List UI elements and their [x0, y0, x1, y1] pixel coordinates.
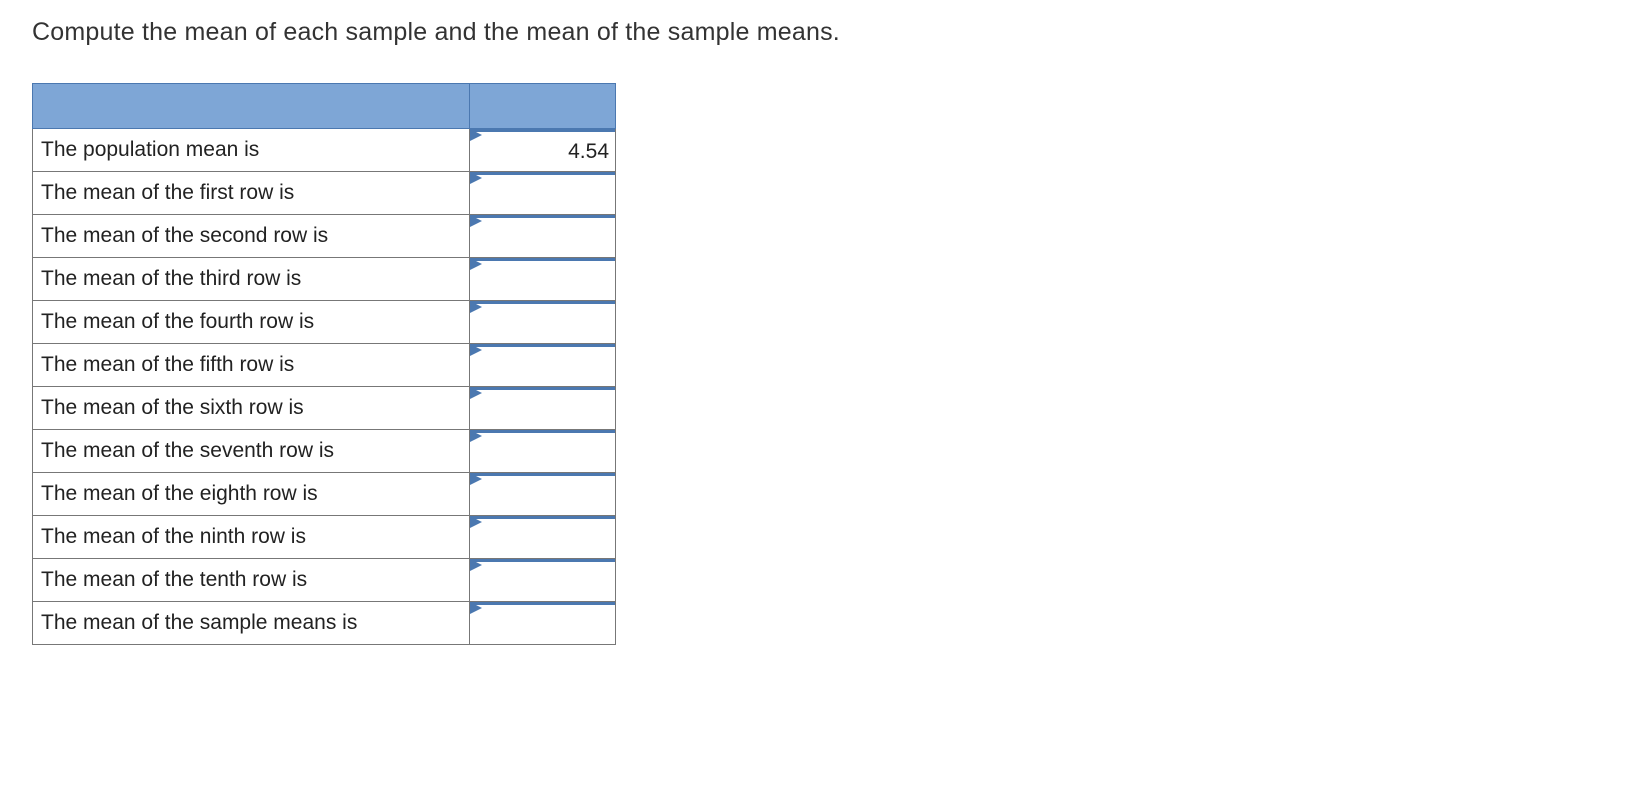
value-input-wrap [470, 602, 615, 644]
table-row: The mean of the fifth row is [33, 344, 616, 387]
row-label: The mean of the eighth row is [33, 473, 470, 516]
row-label: The mean of the first row is [33, 172, 470, 215]
marker-icon [470, 559, 482, 571]
value-input-wrap [470, 215, 615, 257]
row-value-cell[interactable] [470, 258, 616, 301]
row-value-cell[interactable]: 4.54 [470, 129, 616, 172]
table-row: The mean of the tenth row is [33, 559, 616, 602]
marker-icon [470, 473, 482, 485]
row-value-cell[interactable] [470, 473, 616, 516]
row-label: The mean of the third row is [33, 258, 470, 301]
value-input-wrap [470, 473, 615, 515]
marker-icon [470, 344, 482, 356]
row-value-cell[interactable] [470, 215, 616, 258]
marker-icon [470, 129, 482, 141]
table-row: The mean of the eighth row is [33, 473, 616, 516]
value-input-wrap [470, 344, 615, 386]
row-label: The mean of the sixth row is [33, 387, 470, 430]
marker-icon [470, 602, 482, 614]
value-input-wrap [470, 172, 615, 214]
table-row: The mean of the second row is [33, 215, 616, 258]
value-input-wrap [470, 430, 615, 472]
row-label: The population mean is [33, 129, 470, 172]
table-row: The mean of the first row is [33, 172, 616, 215]
marker-icon [470, 215, 482, 227]
marker-icon [470, 516, 482, 528]
table-row: The population mean is 4.54 [33, 129, 616, 172]
row-label: The mean of the seventh row is [33, 430, 470, 473]
row-label: The mean of the ninth row is [33, 516, 470, 559]
row-value-cell[interactable] [470, 430, 616, 473]
value-input-wrap: 4.54 [470, 129, 615, 171]
table-row: The mean of the sample means is [33, 602, 616, 645]
header-label-col [33, 84, 470, 129]
marker-icon [470, 172, 482, 184]
value-input-wrap [470, 258, 615, 300]
means-table: The population mean is 4.54 The mean of … [32, 83, 616, 645]
marker-icon [470, 387, 482, 399]
table-row: The mean of the ninth row is [33, 516, 616, 559]
row-label: The mean of the fifth row is [33, 344, 470, 387]
row-value: 4.54 [568, 132, 609, 171]
row-value-cell[interactable] [470, 344, 616, 387]
row-value-cell[interactable] [470, 559, 616, 602]
row-value-cell[interactable] [470, 516, 616, 559]
row-value-cell[interactable] [470, 602, 616, 645]
value-input-wrap [470, 516, 615, 558]
marker-icon [470, 301, 482, 313]
instruction-text: Compute the mean of each sample and the … [32, 18, 1600, 47]
value-input-wrap [470, 301, 615, 343]
row-label: The mean of the fourth row is [33, 301, 470, 344]
marker-icon [470, 258, 482, 270]
table-row: The mean of the fourth row is [33, 301, 616, 344]
row-label: The mean of the sample means is [33, 602, 470, 645]
value-input-wrap [470, 387, 615, 429]
marker-icon [470, 430, 482, 442]
header-value-col [470, 84, 616, 129]
table-header-row [33, 84, 616, 129]
row-value-cell[interactable] [470, 172, 616, 215]
value-input-wrap [470, 559, 615, 601]
table-row: The mean of the seventh row is [33, 430, 616, 473]
page: Compute the mean of each sample and the … [0, 0, 1632, 792]
table-row: The mean of the third row is [33, 258, 616, 301]
row-value-cell[interactable] [470, 387, 616, 430]
row-label: The mean of the second row is [33, 215, 470, 258]
row-value-cell[interactable] [470, 301, 616, 344]
row-label: The mean of the tenth row is [33, 559, 470, 602]
table-row: The mean of the sixth row is [33, 387, 616, 430]
